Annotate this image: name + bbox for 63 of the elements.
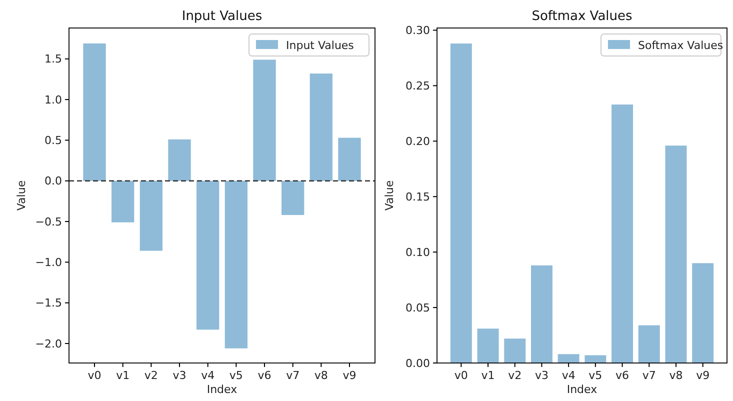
bar — [83, 43, 106, 181]
y-tick-label: 0.5 — [44, 134, 62, 148]
bar — [196, 180, 220, 330]
x-tick-label: v8 — [669, 369, 683, 382]
bar — [558, 354, 580, 363]
x-axis-title: Index — [566, 383, 598, 396]
x-tick-label: v5 — [588, 369, 602, 382]
y-tick-label: 0.10 — [406, 246, 430, 259]
bar — [504, 338, 526, 363]
x-tick-label: v3 — [172, 369, 186, 382]
chart-title: Input Values — [182, 9, 262, 24]
bar — [584, 355, 606, 363]
chart-title: Softmax Values — [532, 9, 633, 24]
x-tick-label: v4 — [562, 369, 576, 382]
y-tick-label: 0.0 — [44, 174, 62, 188]
bar — [338, 138, 361, 181]
y-tick-label: 1.5 — [44, 52, 62, 66]
bar — [140, 180, 162, 251]
bar — [530, 265, 552, 363]
bar — [477, 328, 499, 363]
bar — [253, 60, 276, 181]
y-tick-label: 0.15 — [406, 190, 430, 204]
y-tick-label: −1.5 — [35, 296, 62, 310]
x-tick-label: v6 — [616, 369, 630, 382]
y-tick-label: 1.0 — [44, 93, 62, 106]
x-tick-label: v1 — [116, 369, 130, 382]
bar — [450, 44, 472, 363]
bar — [692, 263, 714, 363]
y-tick-label: 0.20 — [406, 134, 430, 148]
y-tick-label: 0.00 — [406, 356, 430, 370]
x-tick-label: v0 — [88, 369, 102, 382]
y-axis-title: Value — [383, 180, 396, 211]
bar — [665, 146, 687, 363]
x-tick-label: v8 — [314, 369, 328, 382]
bar — [310, 74, 332, 181]
y-tick-label: −2.0 — [35, 337, 62, 350]
y-axis-title: Value — [15, 180, 28, 211]
y-tick-label: −1.0 — [35, 256, 62, 270]
x-tick-label: v7 — [642, 369, 656, 382]
bar — [224, 180, 248, 348]
y-tick-label: −0.5 — [35, 215, 62, 228]
bar — [112, 180, 134, 222]
x-tick-label: v5 — [229, 369, 243, 382]
x-tick-label: v1 — [481, 369, 495, 382]
x-tick-label: v3 — [534, 369, 548, 382]
x-tick-label: v7 — [286, 369, 300, 382]
x-axis-title: Index — [206, 383, 238, 396]
x-tick-label: v4 — [201, 369, 215, 382]
x-tick-label: v9 — [696, 369, 710, 382]
x-tick-label: v2 — [508, 369, 522, 382]
y-tick-label: 0.30 — [406, 24, 430, 38]
bar — [168, 139, 191, 181]
y-tick-label: 0.25 — [406, 80, 430, 93]
bar — [638, 325, 660, 363]
x-tick-label: v0 — [454, 369, 468, 382]
x-tick-label: v2 — [144, 369, 158, 382]
x-tick-label: v6 — [258, 369, 272, 382]
bar — [282, 180, 304, 216]
bar — [612, 104, 634, 363]
x-tick-label: v9 — [342, 369, 356, 382]
legend-label: Softmax Values — [638, 38, 724, 52]
y-tick-label: 0.05 — [406, 301, 430, 314]
legend-label: Input Values — [286, 38, 354, 52]
